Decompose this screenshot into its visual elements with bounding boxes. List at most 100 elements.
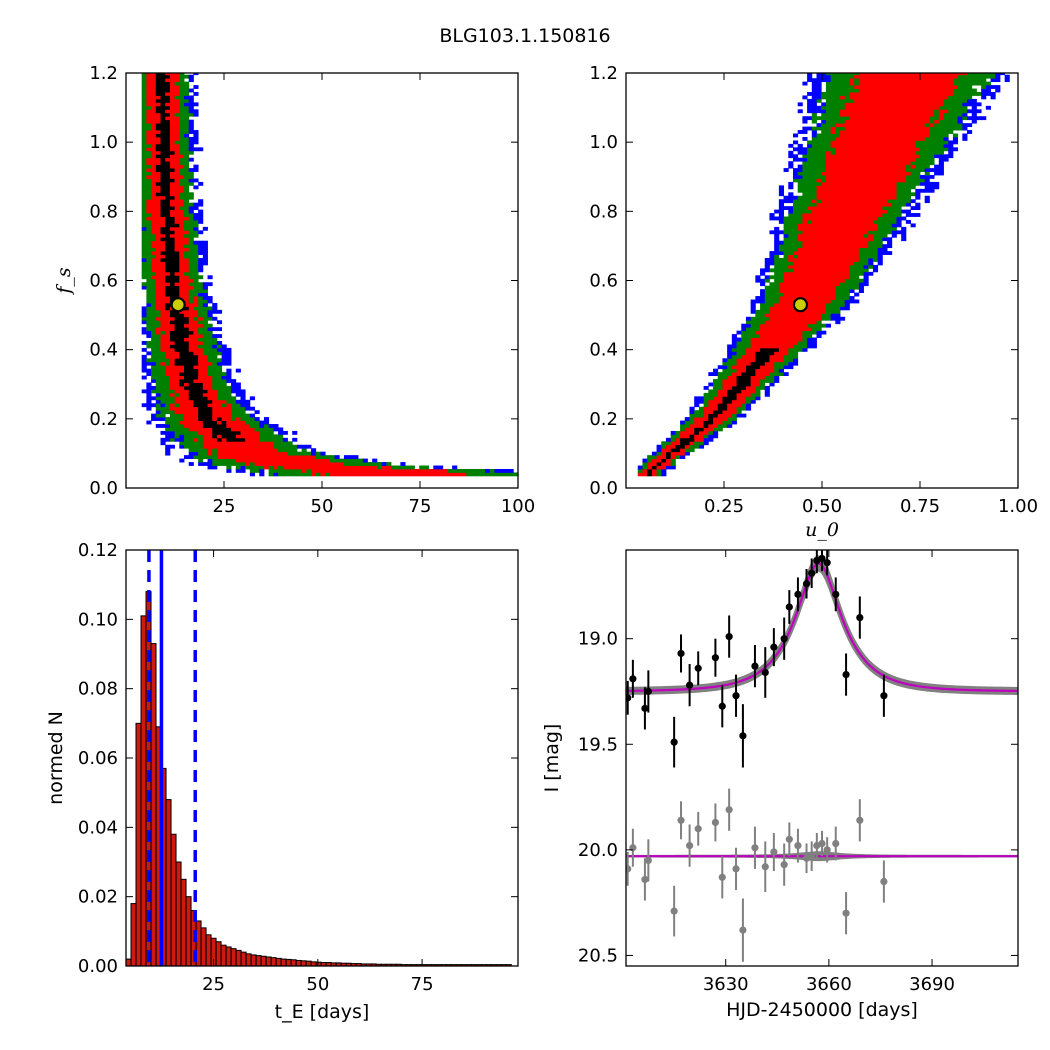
density-cell <box>169 119 176 124</box>
density-cell <box>226 403 232 408</box>
density-cell <box>957 112 963 117</box>
density-cell <box>849 88 855 93</box>
density-cell <box>943 92 949 96</box>
density-cell <box>872 136 879 141</box>
density-cell <box>661 468 667 473</box>
density-cell <box>198 444 204 449</box>
density-cell <box>179 74 185 79</box>
density-cell <box>235 368 241 373</box>
density-cell <box>797 261 803 266</box>
density-cell <box>198 344 204 349</box>
density-cell <box>825 216 832 221</box>
density-cell <box>184 171 190 176</box>
density-cell <box>254 451 260 456</box>
density-cell <box>169 105 176 110</box>
density-cell <box>684 424 690 428</box>
density-cell <box>877 213 883 217</box>
density-cell <box>976 73 982 76</box>
density-cell <box>882 195 888 200</box>
density-cell <box>231 451 237 456</box>
density-cell <box>151 347 157 352</box>
density-cell <box>165 143 171 148</box>
density-cell <box>764 368 770 373</box>
density-cell <box>165 188 171 193</box>
density-cell <box>188 375 194 380</box>
density-cell <box>755 385 761 390</box>
density-cell <box>910 185 916 190</box>
density-cell <box>174 116 180 121</box>
density-cell <box>174 361 180 366</box>
density-cell <box>811 313 817 318</box>
density-cell <box>821 275 827 280</box>
density-cell <box>169 309 176 314</box>
density-cell <box>151 237 157 242</box>
density-cell <box>811 337 817 342</box>
density-cell <box>797 181 803 186</box>
density-cell <box>863 237 869 242</box>
density-cell <box>263 451 270 456</box>
density-cell <box>774 209 780 214</box>
density-cell <box>807 302 813 307</box>
density-cell <box>249 417 255 421</box>
density-cell <box>929 147 935 152</box>
density-cell <box>212 427 218 432</box>
density-cell <box>362 458 368 463</box>
density-cell <box>877 223 883 228</box>
density-cell <box>485 472 491 477</box>
density-cell <box>910 112 916 117</box>
density-cell <box>155 403 161 408</box>
density-cell <box>750 323 756 328</box>
density-cell <box>146 313 152 318</box>
density-cell <box>146 78 152 83</box>
density-cell <box>863 78 869 83</box>
density-cell <box>188 136 194 141</box>
density-cell <box>184 299 190 304</box>
density-cell <box>165 403 171 408</box>
density-cell <box>169 251 176 255</box>
density-cell <box>863 98 869 103</box>
density-cell <box>920 175 926 179</box>
density-cell <box>198 448 204 453</box>
density-cell <box>198 437 204 442</box>
density-cell <box>184 268 190 273</box>
density-cell <box>722 403 728 408</box>
density-cell <box>915 136 921 141</box>
density-cell <box>868 136 874 141</box>
density-cell <box>193 351 199 356</box>
density-cell <box>160 268 166 273</box>
density-cell <box>783 233 789 238</box>
density-cell <box>929 81 935 86</box>
density-cell <box>259 441 265 446</box>
density-cell <box>821 143 827 148</box>
density-cell <box>151 105 157 110</box>
density-cell <box>840 175 846 179</box>
density-cell <box>901 168 907 172</box>
density-cell <box>811 185 817 190</box>
density-cell <box>160 73 166 76</box>
density-cell <box>825 126 832 131</box>
density-cell <box>778 347 784 352</box>
density-cell <box>174 392 180 397</box>
density-cell <box>179 73 185 76</box>
density-cell <box>169 185 176 190</box>
density-cell <box>731 392 737 397</box>
density-cell <box>854 130 860 134</box>
density-cell <box>694 403 700 408</box>
density-cell <box>160 361 166 366</box>
density-cell <box>877 244 883 249</box>
density-cell <box>882 244 888 249</box>
density-cell <box>783 199 789 204</box>
density-cell <box>797 223 803 228</box>
density-cell <box>689 406 695 411</box>
density-cell <box>155 147 161 152</box>
density-cell <box>783 334 789 338</box>
density-cell <box>788 213 794 217</box>
density-cell <box>240 399 246 404</box>
density-cell <box>174 427 180 432</box>
density-cell <box>231 410 237 415</box>
density-cell <box>174 354 180 359</box>
density-cell <box>231 420 237 425</box>
density-cell <box>155 133 161 138</box>
density-cell <box>273 448 279 453</box>
density-cell <box>151 389 157 394</box>
